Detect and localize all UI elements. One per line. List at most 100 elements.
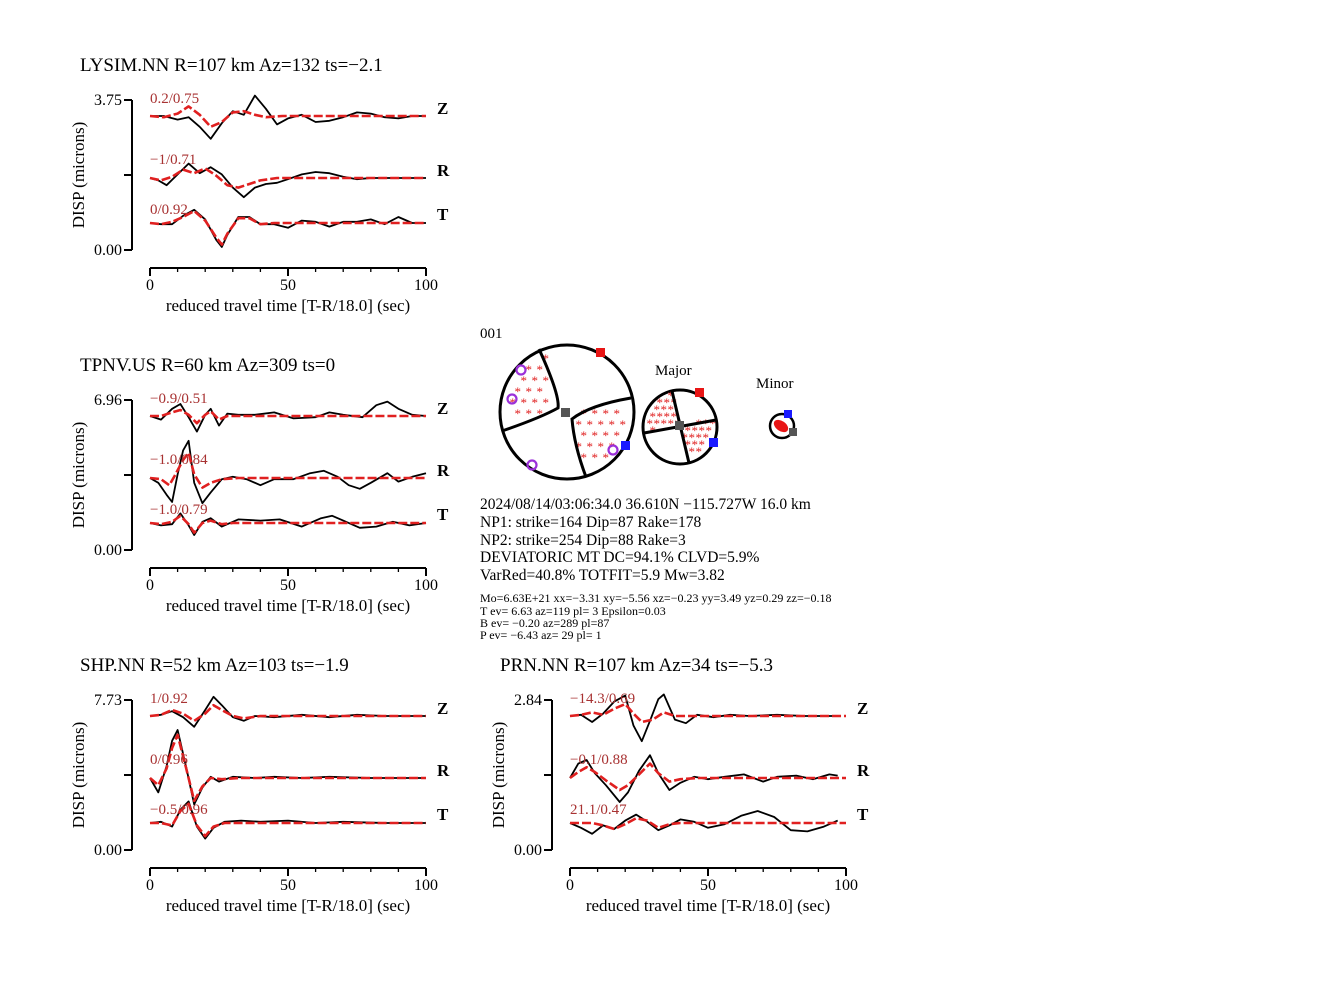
panel-title: PRN.NN R=107 km Az=34 ts=−5.3	[500, 655, 773, 676]
svg-text:*: *	[709, 416, 716, 431]
beachball-main: ************************************	[498, 343, 636, 481]
y-axis-label: DISP (microns)	[69, 722, 88, 829]
y-axis-label: DISP (microns)	[69, 122, 88, 229]
np2-info: NP2: strike=254 Dip=88 Rake=3	[480, 532, 686, 549]
svg-text:*: *	[514, 384, 521, 399]
t-axis-marker	[695, 388, 704, 397]
fit-score-label: −0.5/0.96	[150, 802, 208, 818]
synthetic-trace	[149, 703, 426, 723]
observed-trace	[569, 693, 838, 743]
svg-text:*: *	[663, 409, 670, 424]
x-tick-label: 100	[414, 877, 438, 894]
t-axis-marker	[596, 348, 605, 357]
svg-text:*: *	[542, 395, 549, 410]
svg-text:*: *	[602, 406, 609, 421]
svg-text:*: *	[591, 450, 598, 465]
svg-text:*: *	[514, 406, 521, 421]
component-label: T	[437, 205, 449, 224]
fit-score-label: 0/0.96	[150, 752, 188, 768]
synthetic-trace	[149, 209, 426, 246]
x-tick-label: 100	[414, 277, 438, 294]
svg-text:*: *	[608, 417, 615, 432]
svg-text:*: *	[575, 439, 582, 454]
component-label: Z	[857, 699, 868, 718]
fit-score-label: −1/0.71	[150, 152, 196, 168]
np1-info: NP1: strike=164 Dip=87 Rake=178	[480, 514, 702, 531]
component-label: R	[437, 461, 450, 480]
fit-score-label: 21.1/0.47	[570, 802, 627, 818]
x-tick-label: 0	[146, 577, 154, 594]
svg-text:*: *	[602, 428, 609, 443]
observed-trace	[149, 439, 427, 505]
svg-text:*: *	[649, 409, 656, 424]
svg-text:*: *	[684, 423, 691, 438]
b-axis-marker	[675, 421, 684, 430]
svg-text:*: *	[591, 428, 598, 443]
major-label: Major	[655, 363, 692, 379]
event-info: 2024/08/14/03:06:34.0 36.610N −115.727W …	[480, 496, 811, 513]
synthetic-trace	[149, 733, 426, 803]
x-axis-label: reduced travel time [T-R/18.0] (sec)	[166, 296, 410, 315]
fit-score-label: 0/0.92	[150, 202, 188, 218]
svg-text:*: *	[702, 416, 709, 431]
fit-score-label: −0.9/0.51	[150, 391, 208, 407]
y-tick-label: 0.00	[94, 242, 122, 259]
fit-score-label: −14.3/0.69	[570, 691, 635, 707]
svg-text:*: *	[660, 402, 667, 417]
svg-text:*: *	[597, 417, 604, 432]
x-tick-label: 0	[566, 877, 574, 894]
svg-text:*: *	[705, 423, 712, 438]
x-tick-label: 100	[834, 877, 858, 894]
svg-text:*: *	[531, 395, 538, 410]
svg-text:*: *	[586, 417, 593, 432]
svg-text:*: *	[613, 406, 620, 421]
y-tick-label: 0.00	[94, 542, 122, 559]
component-label: T	[437, 505, 449, 524]
synthetic-trace	[569, 762, 846, 792]
y-tick-label: 0.00	[94, 842, 122, 859]
synthetic-trace	[569, 702, 846, 724]
svg-text:*: *	[613, 428, 620, 443]
component-label: T	[437, 805, 449, 824]
mt-info: DEVIATORIC MT DC=94.1% CLVD=5.9%	[480, 549, 760, 566]
station-marker	[506, 393, 518, 405]
x-axis-label: reduced travel time [T-R/18.0] (sec)	[166, 896, 410, 915]
svg-text:*: *	[531, 373, 538, 388]
minor-label: Minor	[756, 376, 794, 392]
component-label: Z	[437, 99, 448, 118]
beachball-major: Major *********************************	[641, 363, 719, 466]
svg-text:*: *	[580, 406, 587, 421]
observed-trace	[149, 512, 427, 536]
svg-text:*: *	[667, 416, 674, 431]
beachball-minor: Minor	[756, 376, 797, 440]
observed-trace	[569, 754, 838, 803]
svg-text:*: *	[695, 430, 702, 445]
x-tick-label: 50	[700, 877, 716, 894]
component-label: T	[857, 805, 869, 824]
svg-text:*: *	[656, 409, 663, 424]
observed-trace	[149, 208, 426, 248]
fit-info: VarRed=40.8% TOTFIT=5.9 Mw=3.82	[480, 567, 725, 584]
synthetic-trace	[149, 514, 426, 534]
station-marker	[515, 364, 527, 376]
svg-text:*: *	[536, 384, 543, 399]
svg-text:*: *	[525, 406, 532, 421]
y-tick-label: 2.84	[514, 692, 542, 709]
panel-title: SHP.NN R=52 km Az=103 ts=−1.9	[80, 655, 349, 676]
svg-text:*: *	[591, 406, 598, 421]
component-label: R	[437, 761, 450, 780]
synthetic-trace	[150, 408, 426, 425]
mechanism-id: 001	[480, 326, 503, 342]
observed-trace	[149, 162, 426, 199]
component-label: Z	[437, 699, 448, 718]
synthetic-trace	[149, 105, 426, 129]
svg-text:*: *	[670, 409, 677, 424]
svg-text:*: *	[580, 450, 587, 465]
waveform-panel: SHP.NN R=52 km Az=103 ts=−1.9 7.73 0.00 DIS…	[69, 655, 450, 915]
svg-text:*: *	[695, 444, 702, 459]
svg-text:*: *	[597, 439, 604, 454]
svg-text:*: *	[667, 388, 674, 403]
x-axis-label: reduced travel time [T-R/18.0] (sec)	[166, 596, 410, 615]
fit-score-label: −1.0/0.79	[150, 502, 208, 518]
fit-score-label: 0.2/0.75	[150, 91, 199, 107]
